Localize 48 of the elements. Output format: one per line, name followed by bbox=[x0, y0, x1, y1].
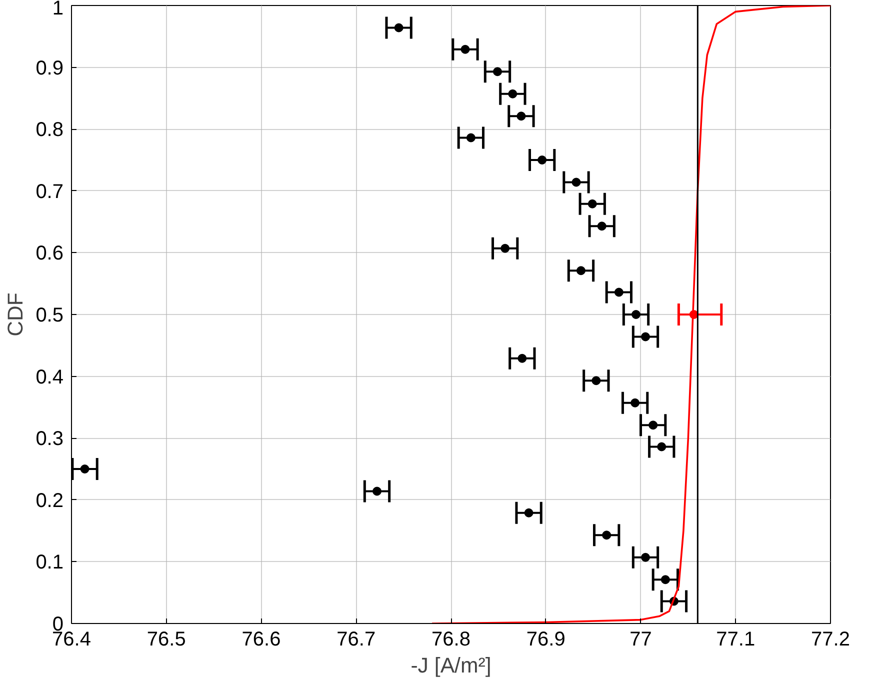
point bbox=[592, 376, 601, 386]
x-tick-label: 77 bbox=[630, 628, 652, 650]
x-tick-label: 76.7 bbox=[336, 628, 376, 650]
point bbox=[460, 44, 470, 54]
x-tick-label: 76.9 bbox=[526, 628, 566, 650]
x-axis-title: -J [A/m²] bbox=[410, 654, 492, 678]
point bbox=[538, 156, 547, 164]
x-tick-label: 76.5 bbox=[146, 628, 186, 650]
point bbox=[630, 398, 640, 408]
point bbox=[614, 288, 624, 297]
y-axis-title: CDF bbox=[4, 292, 28, 336]
y-tick-label: 0.2 bbox=[36, 490, 64, 512]
point bbox=[588, 199, 597, 208]
point bbox=[602, 530, 612, 540]
x-tick-label: 76.8 bbox=[432, 628, 470, 650]
point bbox=[518, 354, 527, 363]
point bbox=[80, 464, 90, 474]
point bbox=[516, 112, 526, 121]
y-tick-label: 0.3 bbox=[36, 428, 64, 450]
y-tick-label: 0.4 bbox=[36, 366, 64, 388]
point bbox=[576, 266, 586, 276]
point bbox=[632, 310, 641, 319]
point bbox=[466, 133, 476, 142]
y-tick-label: 0.9 bbox=[36, 57, 64, 80]
y-tick-label: 0.6 bbox=[36, 242, 64, 265]
point bbox=[657, 442, 666, 452]
point bbox=[394, 23, 404, 32]
point bbox=[640, 552, 650, 562]
point bbox=[689, 310, 698, 319]
y-tick-label: 0.7 bbox=[36, 180, 64, 203]
y-tick-label: 0.5 bbox=[36, 304, 64, 326]
line-series bbox=[431, 6, 830, 624]
point bbox=[640, 332, 650, 342]
point bbox=[660, 575, 670, 584]
point bbox=[492, 67, 502, 76]
x-tick-label: 77.1 bbox=[716, 628, 756, 650]
point bbox=[597, 222, 606, 231]
point bbox=[500, 244, 510, 253]
y-tick-label: 1 bbox=[52, 0, 64, 20]
point bbox=[648, 420, 658, 430]
point bbox=[572, 178, 581, 187]
x-tick-label: 76.6 bbox=[242, 628, 281, 650]
point bbox=[372, 486, 382, 496]
y-tick-label: 0.8 bbox=[36, 119, 64, 142]
y-tick-label: 0.1 bbox=[36, 552, 64, 574]
point bbox=[508, 89, 518, 98]
x-tick-label: 77.2 bbox=[811, 628, 850, 650]
point bbox=[524, 508, 534, 518]
